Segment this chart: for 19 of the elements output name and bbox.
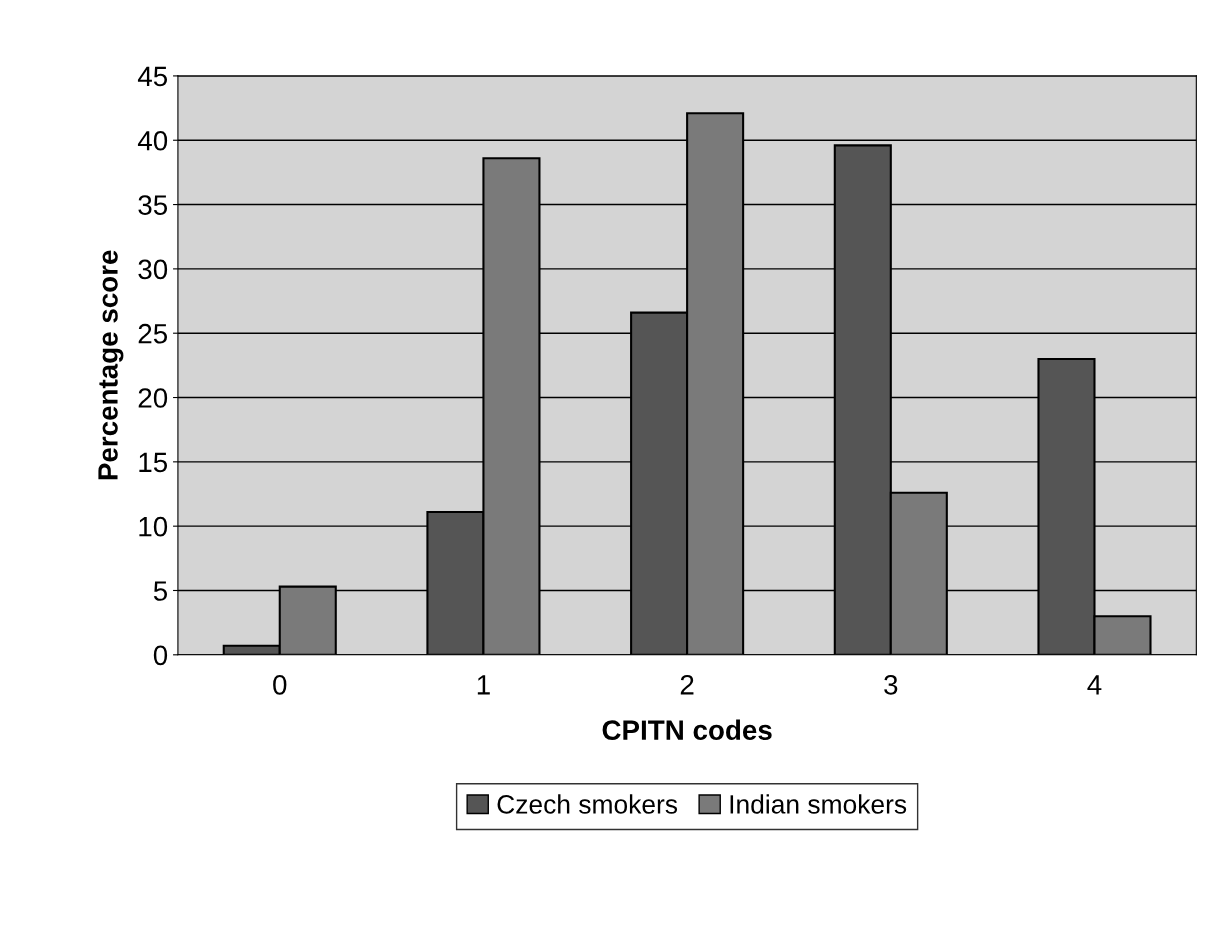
legend-label: Czech smokers bbox=[497, 794, 678, 814]
legend-label: Indian smokers bbox=[730, 794, 907, 814]
y-tick-label: 15 bbox=[139, 452, 168, 473]
x-axis-title: CPITN codes bbox=[602, 719, 772, 740]
y-tick-label: 35 bbox=[138, 195, 168, 215]
x-tick-label: 3 bbox=[884, 674, 898, 695]
y-axis-title: Percentage score bbox=[98, 250, 124, 480]
x-tick-label: 1 bbox=[477, 675, 490, 695]
y-tick-label: 5 bbox=[153, 581, 168, 601]
y-tick-label: 10 bbox=[139, 516, 168, 537]
y-tick-label: 30 bbox=[138, 259, 168, 280]
y-tick-label: 25 bbox=[138, 323, 168, 344]
y-tick-label: 20 bbox=[138, 388, 168, 408]
y-tick-label: 45 bbox=[137, 66, 168, 87]
x-tick-label: 0 bbox=[273, 674, 287, 695]
y-tick-label: 0 bbox=[153, 645, 168, 666]
y-tick-label: 40 bbox=[137, 130, 168, 151]
x-tick-label: 4 bbox=[1087, 675, 1102, 695]
x-tick-label: 2 bbox=[680, 674, 694, 695]
